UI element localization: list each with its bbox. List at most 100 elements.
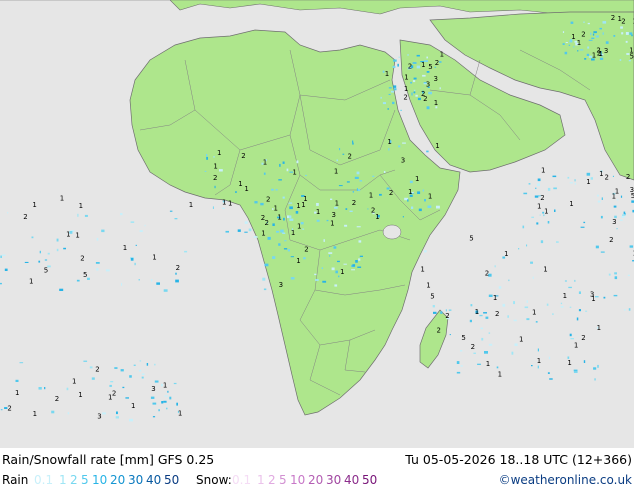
rain-value-label: 3 — [97, 413, 101, 421]
rain-patch — [614, 276, 618, 280]
rain-value-label: 1 — [563, 292, 567, 300]
rain-patch — [570, 21, 574, 24]
rain-patch — [144, 224, 146, 227]
rain-patch — [426, 56, 428, 59]
rain-patch — [424, 250, 427, 253]
rain-patch — [386, 187, 390, 190]
rain-value-label: 1 — [29, 277, 33, 285]
rain-patch — [237, 229, 241, 232]
rain-patch — [337, 260, 340, 263]
rain-value-label: 1 — [421, 61, 425, 69]
rain-patch — [560, 306, 564, 308]
rain-patch — [494, 265, 496, 268]
rain-patch — [479, 314, 483, 317]
rain-patch — [632, 260, 634, 262]
rain-patch — [432, 305, 435, 308]
rain-patch — [38, 260, 41, 263]
rain-value-label: 1 — [434, 99, 438, 107]
rain-patch — [483, 312, 487, 314]
rain-value-label: 1 — [574, 342, 578, 350]
rain-patch — [354, 176, 359, 179]
rain-patch — [576, 317, 579, 321]
rain-patch — [139, 230, 143, 232]
rain-patch — [488, 273, 492, 277]
rain-patch — [141, 373, 145, 375]
rain-patch — [152, 416, 156, 418]
rain-patch — [322, 280, 327, 283]
rain-patch — [133, 364, 136, 366]
rain-patch — [600, 215, 603, 219]
rain-patch — [24, 261, 29, 263]
rain-patch — [411, 92, 413, 96]
rain-value-label: 2 — [423, 95, 427, 103]
credit-link[interactable]: ©weatheronline.co.uk — [498, 473, 632, 487]
rain-patch — [173, 382, 177, 385]
rain-value-label: 3 — [612, 218, 616, 226]
rain-patch — [537, 178, 541, 182]
rain-value-label: 3 — [279, 281, 283, 289]
rain-patch — [593, 367, 597, 370]
rain-patch — [523, 192, 528, 195]
rain-value-label: 1 — [292, 169, 296, 177]
rain-patch — [288, 215, 292, 218]
rain-patch — [96, 268, 99, 271]
rain-patch — [601, 197, 603, 200]
rain-patch — [248, 228, 252, 232]
rain-patch — [526, 318, 530, 321]
rain-value-label: 1 — [586, 178, 590, 186]
rain-patch — [388, 93, 391, 95]
rain-patch — [152, 402, 157, 405]
rain-patch — [38, 387, 42, 390]
rain-value-label: 1 — [567, 359, 571, 367]
rain-patch — [628, 308, 631, 311]
rain-patch — [156, 282, 160, 285]
rain-patch — [415, 94, 418, 97]
rain-patch — [346, 181, 350, 183]
rain-patch — [175, 279, 179, 283]
rain-patch — [570, 338, 574, 340]
rain-patch — [272, 256, 276, 259]
rain-patch — [537, 348, 539, 352]
rain-patch — [411, 206, 414, 209]
rain-value-label: 2 — [445, 312, 449, 320]
rain-patch — [267, 236, 271, 240]
rain-value-label: 2 — [626, 173, 630, 181]
rain-patch — [334, 284, 338, 287]
rain-patch — [427, 205, 432, 208]
rain-patch — [602, 53, 604, 56]
rain-value-label: 2 — [265, 219, 269, 227]
rain-patch — [277, 216, 281, 219]
rain-value-label: 2 — [266, 196, 270, 204]
snow-legend-level-7: 40 — [344, 473, 360, 487]
rain-patch — [632, 209, 634, 213]
rain-patch — [534, 195, 539, 198]
rain-patch — [418, 208, 422, 212]
rain-patch — [358, 258, 361, 261]
snow-legend-level-4: 10 — [290, 473, 306, 487]
rain-value-label: 1 — [222, 199, 226, 207]
rain-patch — [300, 222, 304, 225]
rain-value-label: 2 — [437, 326, 441, 334]
rain-patch — [597, 364, 599, 368]
rain-patch — [569, 306, 572, 308]
rain-patch — [567, 176, 570, 179]
rain-patch — [439, 87, 441, 90]
rain-value-label: 1 — [385, 70, 389, 78]
lake-victoria — [382, 224, 402, 240]
rain-value-label: 1 — [60, 194, 64, 202]
rain-value-label: 1 — [32, 201, 36, 209]
rain-patch — [513, 319, 517, 322]
rain-patch — [602, 21, 607, 24]
rain-patch — [342, 153, 345, 155]
rain-patch — [410, 192, 414, 194]
rain-patch — [460, 365, 463, 367]
forecast-datetime: Tu 05-05-2026 18..18 UTC (12+366) — [405, 452, 632, 467]
rain-patch — [290, 277, 295, 280]
rain-patch — [359, 255, 363, 257]
rain-patch — [540, 240, 544, 244]
rain-value-label: 1 — [532, 308, 536, 316]
rain-patch — [481, 337, 484, 341]
rain-value-label: 1 — [334, 168, 338, 176]
